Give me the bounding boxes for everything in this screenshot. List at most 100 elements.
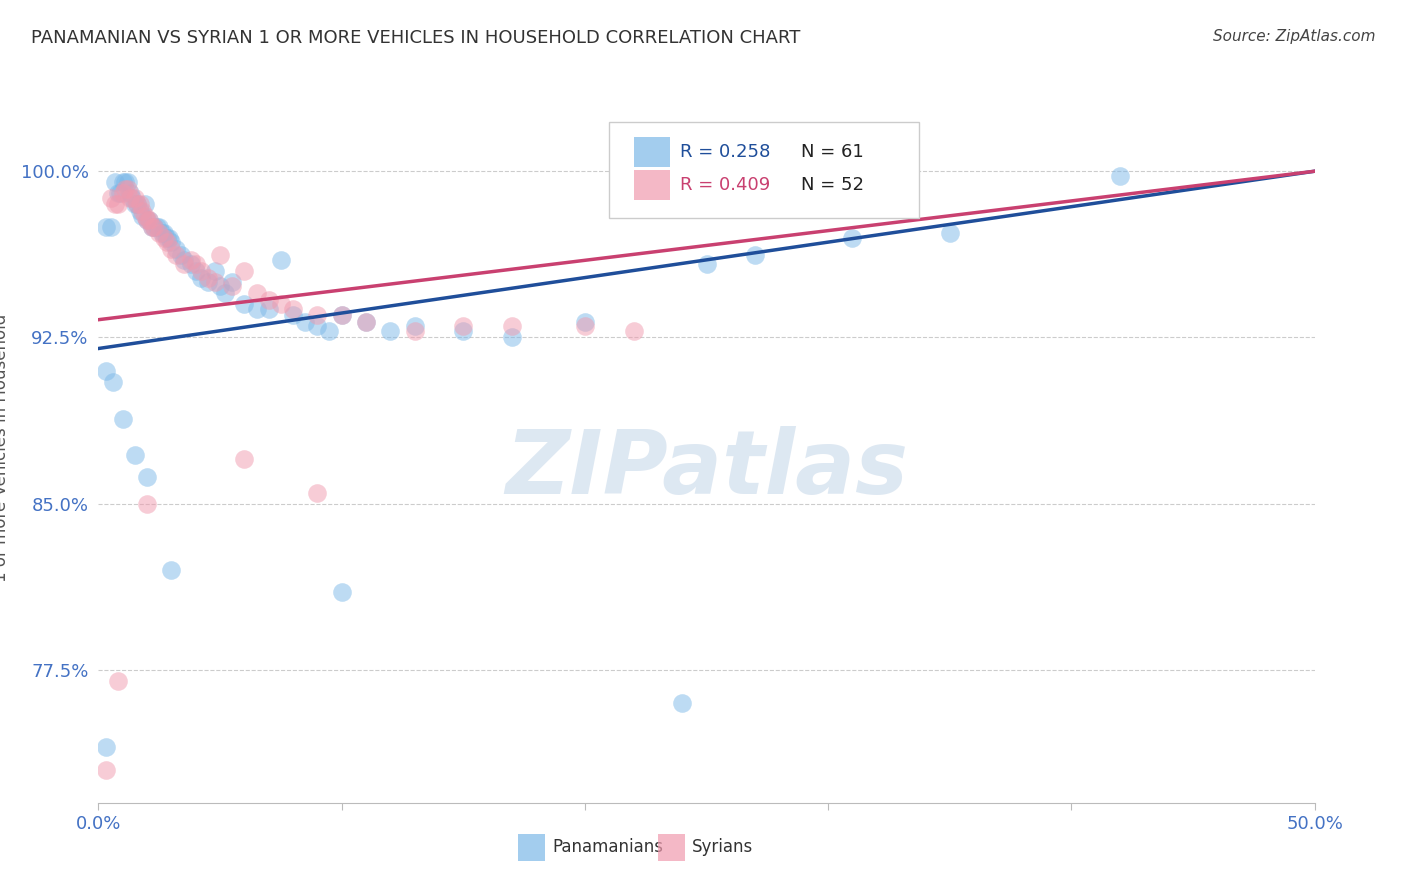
Point xyxy=(124,191,146,205)
Point xyxy=(143,219,166,234)
Point xyxy=(101,375,124,389)
Bar xyxy=(634,136,671,167)
Point xyxy=(138,213,160,227)
Bar xyxy=(634,170,671,200)
Point xyxy=(180,257,202,271)
Point xyxy=(170,248,193,262)
Text: N = 61: N = 61 xyxy=(801,143,865,161)
Point xyxy=(94,219,117,234)
Point xyxy=(148,227,170,241)
Point xyxy=(330,308,353,322)
Point xyxy=(270,252,292,267)
Point xyxy=(184,264,207,278)
Point xyxy=(281,308,304,322)
Text: Syrians: Syrians xyxy=(692,838,754,856)
Point xyxy=(155,235,177,249)
Point xyxy=(233,264,256,278)
Point xyxy=(107,673,129,688)
Point xyxy=(94,740,117,755)
Point xyxy=(257,301,280,316)
Point xyxy=(153,227,176,241)
Point xyxy=(141,219,163,234)
Point xyxy=(128,197,150,211)
Point xyxy=(1109,169,1132,183)
Point xyxy=(136,497,159,511)
Point xyxy=(153,230,176,244)
Point xyxy=(127,197,149,211)
Point xyxy=(404,324,426,338)
Point xyxy=(94,763,117,777)
Point xyxy=(354,315,377,329)
Point xyxy=(294,315,316,329)
Y-axis label: 1 or more Vehicles in Household: 1 or more Vehicles in Household xyxy=(0,314,10,582)
Point xyxy=(124,197,146,211)
Point xyxy=(114,182,136,196)
Point xyxy=(245,301,267,316)
Point xyxy=(671,696,693,710)
Point xyxy=(214,286,236,301)
Point xyxy=(100,191,122,205)
Point xyxy=(307,485,329,500)
Point xyxy=(501,330,523,344)
Point xyxy=(330,308,353,322)
Point xyxy=(134,197,156,211)
Point xyxy=(114,175,136,189)
Text: R = 0.409: R = 0.409 xyxy=(679,176,770,194)
Point xyxy=(501,319,523,334)
Point xyxy=(307,308,329,322)
Point xyxy=(107,186,129,201)
Point xyxy=(165,248,187,262)
Point xyxy=(221,275,243,289)
Point xyxy=(204,264,226,278)
Point xyxy=(574,315,596,329)
Point xyxy=(281,301,304,316)
Bar xyxy=(517,834,544,861)
Point xyxy=(209,279,232,293)
Point xyxy=(197,270,219,285)
Point xyxy=(104,175,127,189)
Point xyxy=(138,213,160,227)
Point xyxy=(180,252,202,267)
Point xyxy=(453,324,475,338)
Point xyxy=(141,219,163,234)
Point xyxy=(111,186,134,201)
Point xyxy=(574,319,596,334)
Point xyxy=(184,257,207,271)
Text: N = 52: N = 52 xyxy=(801,176,865,194)
Point xyxy=(209,248,232,262)
Point xyxy=(318,324,340,338)
Point xyxy=(117,175,139,189)
Text: Source: ZipAtlas.com: Source: ZipAtlas.com xyxy=(1212,29,1375,44)
Point xyxy=(623,324,645,338)
Point xyxy=(127,197,149,211)
Point xyxy=(160,242,183,256)
Point xyxy=(136,470,159,484)
Text: R = 0.258: R = 0.258 xyxy=(679,143,770,161)
Point xyxy=(134,209,156,223)
Point xyxy=(111,412,134,426)
Point xyxy=(131,209,153,223)
Point xyxy=(160,563,183,577)
Point xyxy=(136,213,159,227)
Point xyxy=(111,175,134,189)
Point xyxy=(155,230,177,244)
Point xyxy=(94,364,117,378)
Point xyxy=(190,264,212,278)
Point xyxy=(307,319,329,334)
Point xyxy=(118,191,141,205)
Point xyxy=(157,230,180,244)
Point xyxy=(453,319,475,334)
Point xyxy=(131,204,153,219)
Point xyxy=(118,186,141,201)
Point xyxy=(121,191,143,205)
Point xyxy=(173,252,195,267)
Point xyxy=(744,248,766,262)
Point xyxy=(939,227,962,241)
Point xyxy=(107,197,129,211)
Point xyxy=(380,324,402,338)
Point xyxy=(841,230,863,244)
Point xyxy=(404,319,426,334)
Point xyxy=(330,585,353,599)
Point xyxy=(270,297,292,311)
Point xyxy=(136,213,159,227)
